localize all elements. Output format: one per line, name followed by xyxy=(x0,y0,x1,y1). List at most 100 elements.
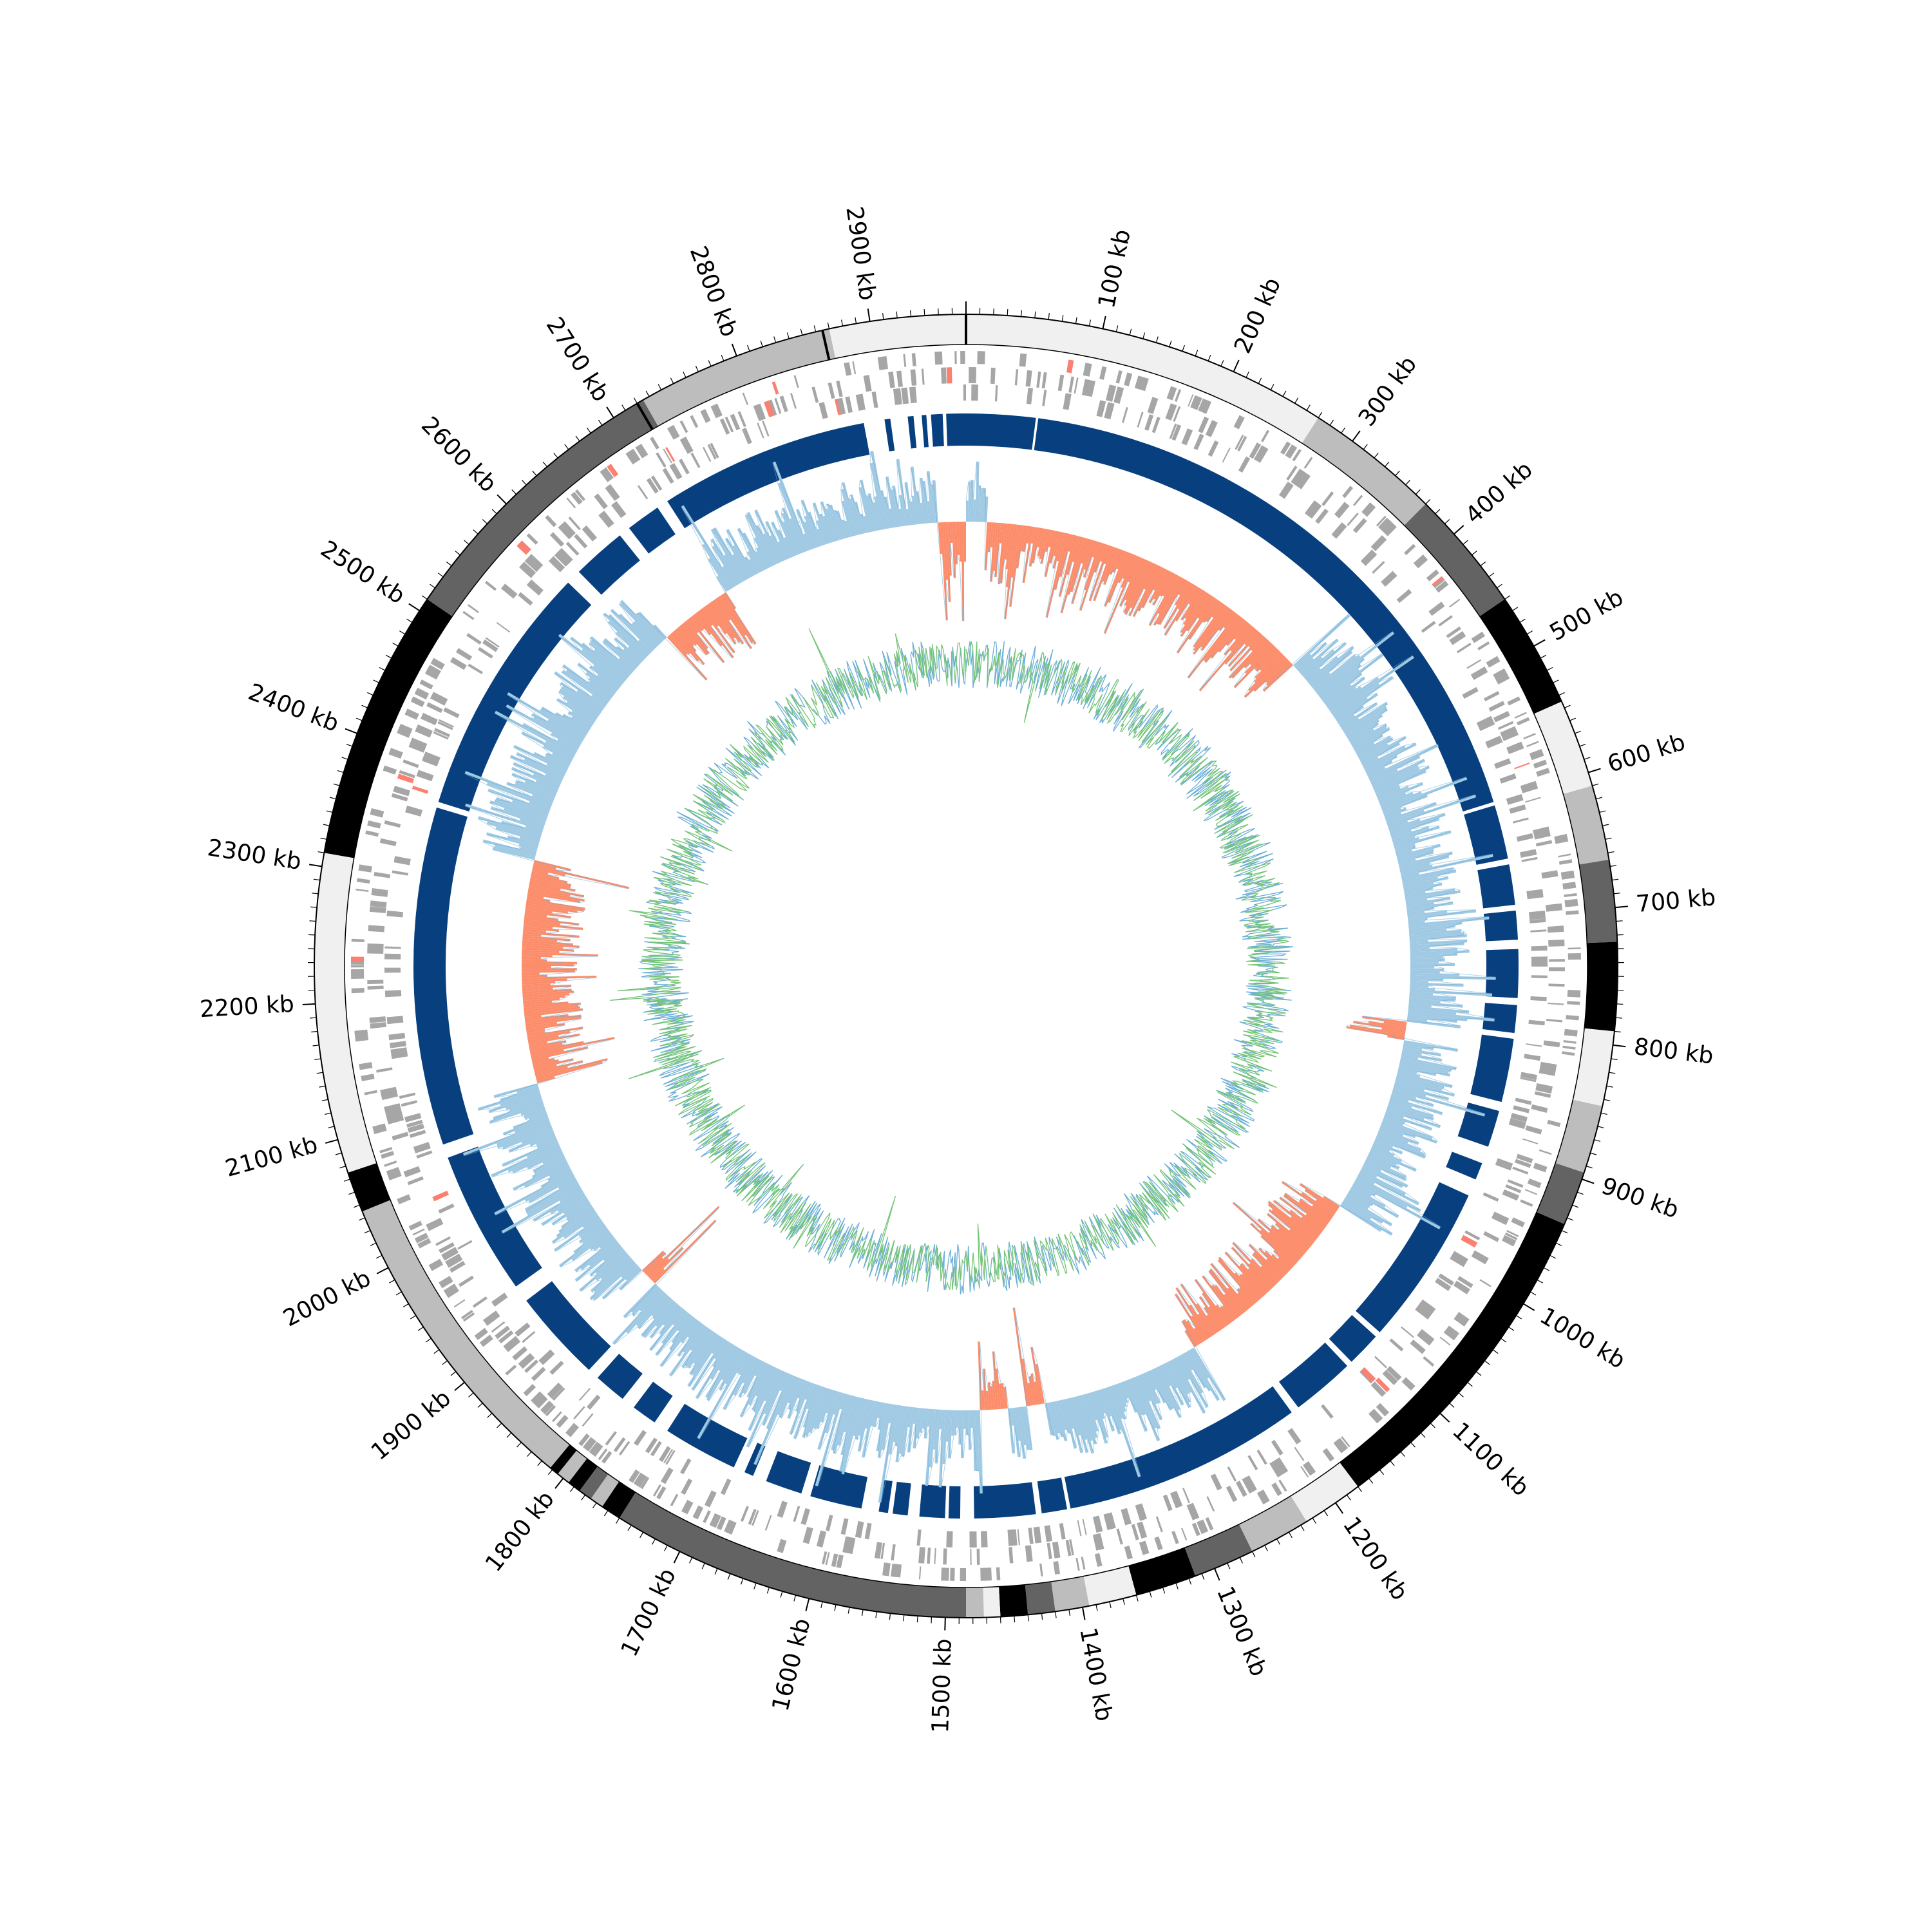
skew-bar xyxy=(524,913,547,918)
gene-feature xyxy=(737,411,746,428)
gene-feature xyxy=(397,726,412,738)
skew-bar xyxy=(831,1394,849,1451)
gene-feature xyxy=(565,1423,579,1437)
skew-bar xyxy=(1278,1228,1307,1253)
band-segment xyxy=(1291,1462,1358,1522)
gene-feature xyxy=(1421,621,1436,633)
skew-bar xyxy=(1299,1183,1339,1210)
skew-bar xyxy=(1405,898,1428,904)
skew-bar xyxy=(1372,765,1419,788)
gene-feature xyxy=(461,1310,473,1320)
skew-bar xyxy=(558,1208,595,1233)
band-segment xyxy=(1573,1028,1615,1106)
gene-feature xyxy=(368,925,385,933)
skew-bar xyxy=(522,942,580,948)
major-tick xyxy=(454,1381,465,1391)
minor-tick xyxy=(1162,1587,1166,1594)
synteny-block xyxy=(1329,1314,1376,1362)
skew-bar xyxy=(1385,1110,1405,1119)
skew-bar xyxy=(1338,714,1355,726)
skew-bar xyxy=(582,1215,600,1229)
minor-tick xyxy=(547,1469,553,1475)
gene-feature xyxy=(401,1100,418,1107)
gene-feature xyxy=(404,1113,422,1122)
gene-feature xyxy=(927,1548,931,1564)
gene-feature xyxy=(656,1486,667,1500)
skew-bar xyxy=(511,800,549,816)
gene-feature xyxy=(748,1508,757,1525)
minor-tick xyxy=(1075,317,1077,324)
skew-bar xyxy=(1016,525,1025,569)
skew-bar xyxy=(1124,559,1147,606)
skew-bar xyxy=(555,712,589,734)
gene-feature xyxy=(390,1047,408,1057)
skew-bar xyxy=(1108,552,1130,603)
skew-bar xyxy=(840,1393,847,1410)
skew-bar xyxy=(1408,928,1447,934)
skew-bar xyxy=(679,625,697,646)
skew-bar xyxy=(1397,858,1416,865)
skew-bar xyxy=(1410,950,1470,954)
skew-bar xyxy=(708,558,730,591)
minor-tick xyxy=(639,1531,644,1539)
gene-feature xyxy=(1036,371,1041,388)
minor-tick xyxy=(446,562,452,567)
gene-feature xyxy=(1533,759,1548,769)
minor-tick xyxy=(1034,311,1036,318)
gene-feature xyxy=(1386,1366,1402,1381)
skew-bar xyxy=(1337,705,1365,724)
skew-bar xyxy=(753,537,771,568)
gene-feature xyxy=(1287,1428,1302,1444)
skew-bar xyxy=(600,1255,630,1280)
skew-bar xyxy=(525,1014,582,1025)
minor-tick xyxy=(1492,1349,1499,1354)
skew-bar xyxy=(920,477,927,524)
major-tick xyxy=(1613,1044,1626,1048)
skew-bar xyxy=(1229,637,1267,679)
synteny-block xyxy=(667,1403,748,1468)
gene-feature xyxy=(1523,733,1536,740)
gene-feature xyxy=(1205,420,1218,437)
gene-feature xyxy=(710,442,719,459)
skew-bar xyxy=(531,871,560,880)
skew-bar xyxy=(1403,882,1434,890)
minor-tick xyxy=(1463,540,1468,545)
skew-bar xyxy=(1219,1306,1233,1323)
gene-feature xyxy=(1508,1118,1526,1130)
skew-bar xyxy=(1208,1305,1226,1329)
skew-bar xyxy=(521,731,574,761)
gene-feature xyxy=(503,1336,521,1352)
gene-feature xyxy=(405,805,423,817)
minor-tick xyxy=(820,1602,823,1609)
skew-bar xyxy=(788,1377,800,1404)
minor-tick xyxy=(1475,1371,1482,1376)
skew-bar xyxy=(825,1391,840,1434)
skew-bar xyxy=(534,1157,566,1175)
gene-feature xyxy=(433,731,449,740)
skew-bar xyxy=(822,515,833,543)
gene-feature xyxy=(388,1172,402,1180)
skew-bar xyxy=(527,1027,583,1038)
skew-bar xyxy=(501,1186,582,1234)
minor-tick xyxy=(313,878,320,881)
skew-bar xyxy=(951,1410,954,1436)
skew-bar xyxy=(721,1348,742,1381)
skew-bar xyxy=(1347,719,1379,740)
gene-feature xyxy=(921,368,925,385)
skew-bar xyxy=(486,821,541,840)
skew-bar xyxy=(1410,987,1435,991)
gene-feature xyxy=(1237,435,1247,451)
gene-feature xyxy=(1342,486,1354,498)
gene-feature xyxy=(1170,1490,1183,1509)
skew-bar xyxy=(1402,1046,1441,1057)
skew-bar xyxy=(582,1225,607,1244)
gene-feature xyxy=(1137,1521,1148,1539)
synteny-block xyxy=(766,1451,811,1494)
skew-bar xyxy=(567,711,592,728)
skew-bar xyxy=(942,522,948,580)
skew-bar xyxy=(1151,1368,1172,1411)
skew-bar xyxy=(1273,1249,1293,1269)
gene-feature xyxy=(434,728,450,737)
skew-bar xyxy=(643,1252,667,1274)
skew-bar xyxy=(1386,1108,1441,1128)
